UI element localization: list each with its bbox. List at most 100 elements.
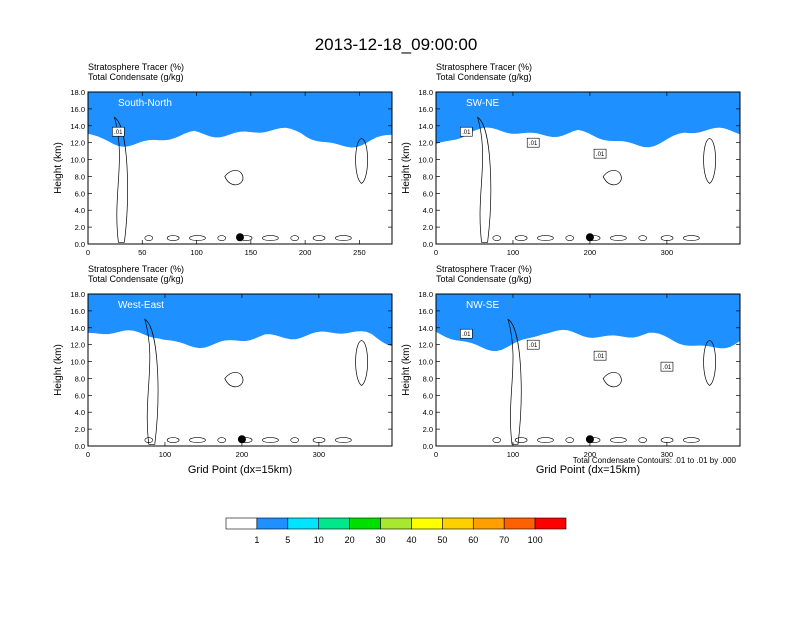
y-tick-label: 4.0: [423, 206, 433, 215]
contour-label: .01: [663, 365, 672, 371]
section-label: SW-NE: [466, 98, 499, 109]
plot-frame: [87, 293, 393, 447]
contour-label-box: [593, 148, 607, 159]
y-axis-label: Height (km): [53, 344, 64, 396]
plot-frame: [435, 293, 741, 447]
condensate-contour-low: [638, 437, 648, 443]
x-tick-label: 200: [584, 450, 597, 459]
y-tick-label: 8.0: [75, 172, 85, 181]
condensate-contour-cell: [602, 372, 622, 388]
condensate-contour-low: [492, 437, 502, 443]
colorbar-label: 20: [345, 535, 355, 545]
y-tick-label: 6.0: [75, 391, 85, 400]
plot-area: [88, 294, 392, 445]
section-label: West-East: [118, 300, 164, 311]
condensate-contour-low: [565, 235, 575, 241]
x-tick-label: 100: [190, 248, 203, 257]
colorbar-swatch: [349, 517, 381, 530]
x-tick-label: 100: [159, 450, 172, 459]
contour-label: .01: [462, 332, 471, 338]
field-name-condensate: Total Condensate (g/kg): [436, 274, 532, 284]
colorbar-label: 1: [254, 535, 259, 545]
y-tick-label: 16.0: [418, 105, 433, 114]
field-name-condensate: Total Condensate (g/kg): [88, 72, 184, 82]
condensate-contour-right: [703, 340, 716, 386]
field-name-tracer: Stratosphere Tracer (%): [88, 62, 184, 72]
condensate-contour-low: [335, 437, 352, 443]
tracer-band-10: [88, 92, 392, 148]
y-tick-label: 16.0: [70, 105, 85, 114]
contour-label: .01: [462, 130, 471, 136]
contour-label-box: [526, 339, 540, 350]
y-tick-label: 18.0: [418, 290, 433, 299]
location-marker: [585, 435, 594, 444]
field-name-condensate: Total Condensate (g/kg): [88, 274, 184, 284]
condensate-contour-low: [262, 235, 279, 241]
y-tick-label: 6.0: [423, 391, 433, 400]
colorbar-label: 30: [376, 535, 386, 545]
condensate-contour-low: [537, 235, 554, 241]
x-tick-label: 300: [661, 450, 674, 459]
y-tick-label: 0.0: [423, 442, 433, 451]
condensate-contour-tower: [113, 116, 128, 243]
colorbar-swatch: [225, 517, 258, 530]
tracer-band-10: [436, 92, 740, 148]
y-tick-label: 6.0: [423, 189, 433, 198]
field-name-condensate: Total Condensate (g/kg): [436, 72, 532, 82]
colorbar-label: 50: [437, 535, 447, 545]
contour-label-box: [526, 137, 540, 148]
condensate-contour-tower: [144, 318, 159, 445]
x-tick-label: 100: [507, 248, 520, 257]
colorbar-swatch: [380, 517, 412, 530]
y-tick-label: 16.0: [70, 307, 85, 316]
x-tick-label: 150: [245, 248, 258, 257]
y-tick-label: 0.0: [75, 240, 85, 249]
y-tick-label: 4.0: [75, 206, 85, 215]
y-tick-label: 12.0: [70, 139, 85, 148]
colorbar-swatch: [472, 517, 505, 530]
x-axis-label: Grid Point (dx=15km): [536, 464, 640, 476]
plot-frame: [87, 91, 393, 245]
y-axis-label: Height (km): [401, 344, 412, 396]
condensate-contour-low: [189, 235, 206, 241]
condensate-contour-low: [166, 235, 180, 241]
colorbar-label: 5: [285, 535, 290, 545]
condensate-contour-low: [683, 437, 700, 443]
condensate-contour-low: [514, 437, 528, 443]
tracer-band-10: [88, 294, 392, 349]
colorbar-swatch: [411, 517, 443, 530]
section-label: South-North: [118, 98, 172, 109]
colorbar-swatch: [503, 517, 536, 530]
condensate-contour-low: [514, 235, 528, 241]
contour-label-box: [112, 126, 125, 137]
y-tick-label: 8.0: [75, 374, 85, 383]
contour-label-box: [460, 328, 473, 339]
x-tick-label: 300: [313, 450, 326, 459]
y-tick-label: 14.0: [418, 122, 433, 131]
y-axis-label: Height (km): [53, 142, 64, 194]
contour-label: .01: [529, 343, 538, 349]
x-tick-label: 250: [353, 248, 366, 257]
colorbar-swatch: [534, 517, 567, 530]
y-tick-label: 10.0: [418, 358, 433, 367]
condensate-contour-low: [610, 235, 627, 241]
colorbar-swatch: [287, 517, 320, 530]
condensate-contour-low: [262, 437, 279, 443]
plot-area: .01 .01 .01 .01: [436, 294, 740, 445]
y-tick-label: 2.0: [75, 223, 85, 232]
colorbar-label: 60: [468, 535, 478, 545]
condensate-contour-right: [355, 340, 368, 386]
condensate-contour-low: [660, 235, 674, 241]
condensate-contour-low: [683, 235, 700, 241]
condensate-contour-low: [189, 437, 206, 443]
x-tick-label: 300: [661, 248, 674, 257]
section-label: NW-SE: [466, 300, 499, 311]
colorbar-swatch: [256, 517, 289, 530]
x-tick-label: 0: [86, 450, 90, 459]
panel-west-east: Stratosphere Tracer (%)Total Condensate …: [53, 264, 393, 476]
y-tick-label: 4.0: [75, 408, 85, 417]
condensate-contour-low: [610, 437, 627, 443]
y-tick-label: 12.0: [70, 341, 85, 350]
y-tick-label: 10.0: [70, 358, 85, 367]
